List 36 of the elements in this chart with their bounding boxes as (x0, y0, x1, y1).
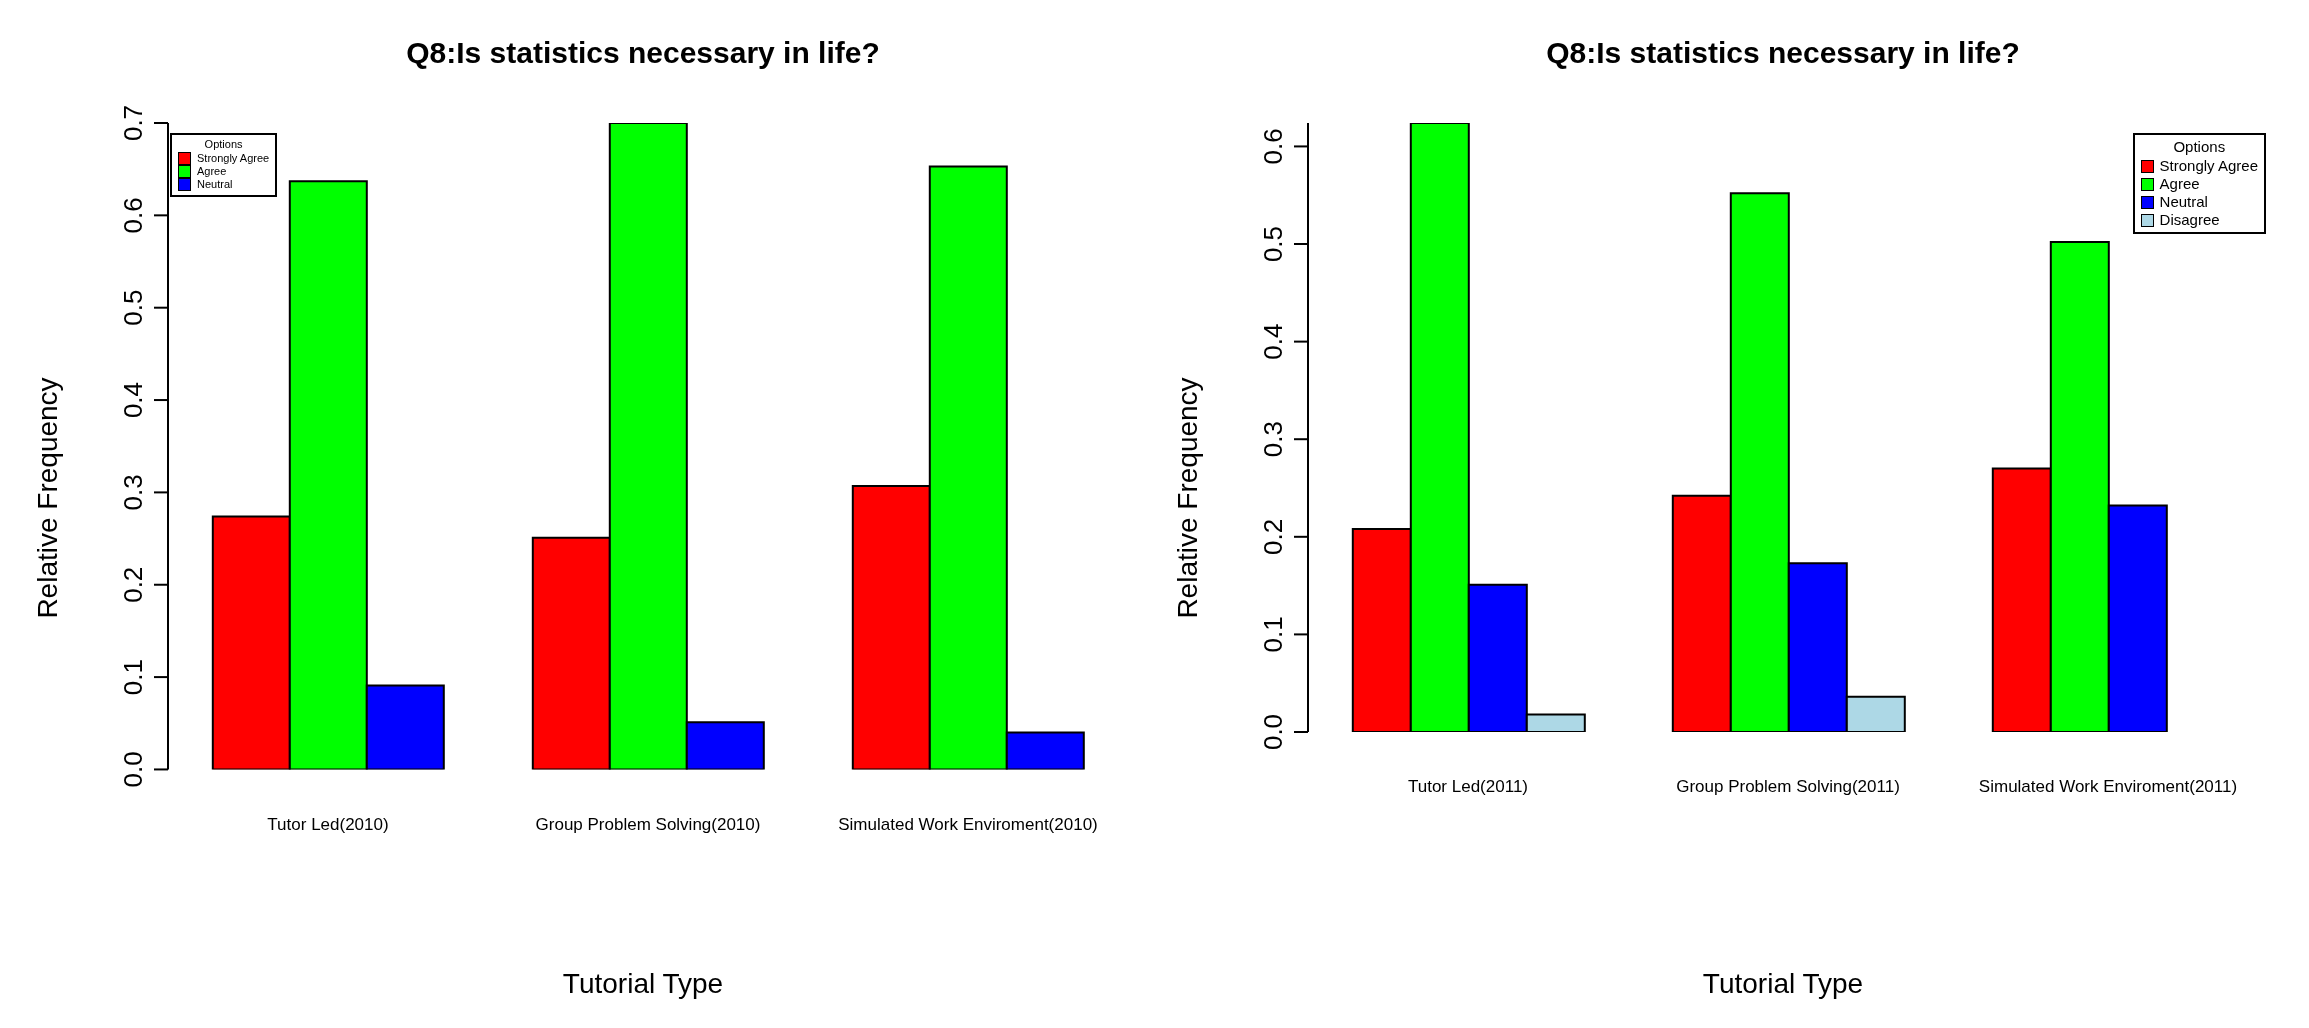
x-tick-label: Simulated Work Enviroment(2011) (1978, 777, 2238, 797)
legend-label: Agree (197, 165, 227, 179)
legend-label: Agree (2159, 175, 2200, 193)
x-axis-title: Tutorial Type (561, 968, 725, 1000)
y-tick-label: 0.0 (118, 751, 148, 788)
legend-label: Strongly Agree (197, 152, 270, 166)
y-tick-label: 0.2 (118, 566, 148, 603)
x-tick-label: Tutor Led(2011) (1407, 777, 1529, 797)
chart-title: Q8:Is statistics necessary in life? (405, 36, 881, 70)
y-tick-label: 0.5 (118, 289, 148, 326)
y-tick-label: 0.2 (1258, 518, 1288, 555)
y-tick-label: 0.1 (118, 659, 148, 696)
y-tick-label: 0.4 (1258, 323, 1288, 360)
y-tick-label: 0.0 (1258, 713, 1288, 751)
legend-label: Neutral (2159, 193, 2208, 211)
x-tick-label: Tutor Led(2010) (267, 814, 389, 834)
chart-title: Q8:Is statistics necessary in life? (1545, 36, 2021, 70)
legend-title: Options (2172, 138, 2227, 155)
y-tick-label: 0.6 (118, 197, 148, 234)
y-axis-title: Relative Frequency (1172, 377, 1204, 619)
x-axis-title: Tutorial Type (1701, 968, 1865, 1000)
x-tick-label: Group Problem Solving(2010) (535, 814, 761, 834)
x-tick-label: Group Problem Solving(2011) (1676, 777, 1900, 797)
y-tick-label: 0.6 (1258, 128, 1288, 165)
legend-title: Options (203, 138, 244, 150)
y-axis-title: Relative Frequency (32, 377, 64, 619)
y-tick-label: 0.7 (118, 104, 148, 142)
y-tick-label: 0.4 (118, 381, 148, 419)
y-tick-label: 0.1 (1258, 616, 1288, 653)
y-tick-label: 0.3 (118, 474, 148, 511)
y-tick-label: 0.3 (1258, 421, 1288, 458)
legend-label: Strongly Agree (2159, 157, 2258, 175)
x-tick-label: Simulated Work Enviroment(2010) (838, 814, 1098, 834)
y-tick-label: 0.5 (1258, 225, 1288, 263)
legend-label: Disagree (2159, 211, 2220, 229)
legend-label: Neutral (197, 178, 233, 192)
